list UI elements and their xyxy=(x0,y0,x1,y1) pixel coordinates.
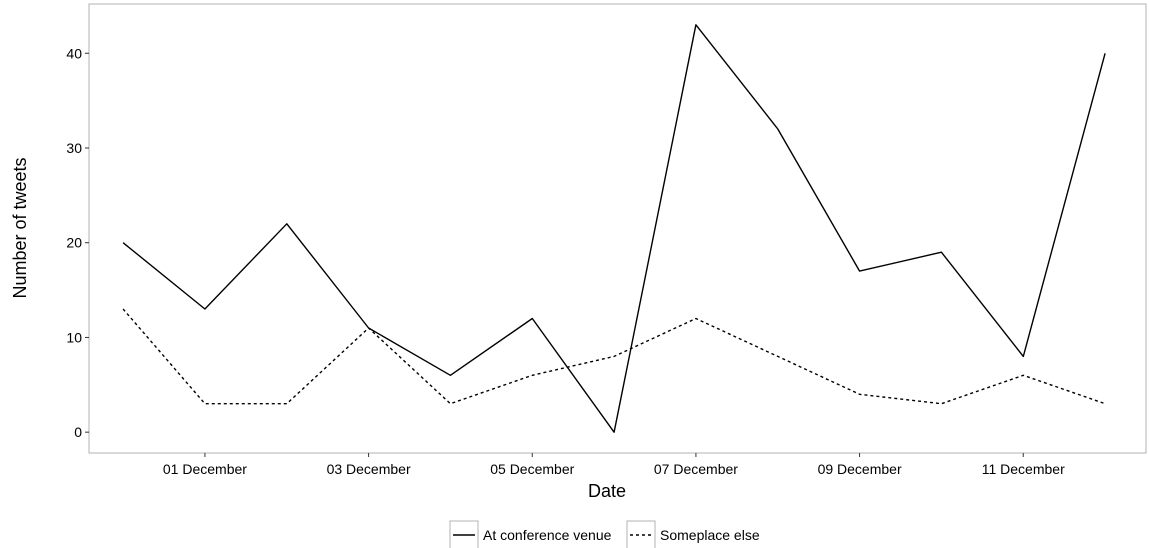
x-tick-label: 01 December xyxy=(163,461,247,477)
series-layer xyxy=(122,24,1106,433)
series-line-someplace-else xyxy=(122,308,1106,405)
y-tick-label: 30 xyxy=(66,140,82,156)
y-axis: 0 10 20 30 40 xyxy=(66,45,89,440)
x-tick-label: 11 December xyxy=(982,461,1065,477)
x-axis: 01 December 03 December 05 December 07 Dece… xyxy=(163,453,1065,477)
legend: At conference venue Someplace else xyxy=(449,520,760,548)
y-tick-label: 10 xyxy=(66,329,82,345)
x-axis-title: Date xyxy=(588,481,626,501)
y-tick-label: 40 xyxy=(66,45,82,61)
legend-label-series-1: At conference venue xyxy=(483,527,612,543)
y-tick-label: 20 xyxy=(66,235,82,251)
x-tick-label: 05 December xyxy=(490,461,574,477)
series-line-at-conference-venue xyxy=(122,24,1106,433)
x-tick-label: 07 December xyxy=(654,461,738,477)
x-tick-label: 03 December xyxy=(327,461,411,477)
legend-label-series-2: Someplace else xyxy=(660,527,760,543)
y-tick-label: 0 xyxy=(74,424,82,440)
x-tick-label: 09 December xyxy=(818,461,902,477)
y-axis-title: Number of tweets xyxy=(10,157,30,298)
plot-panel xyxy=(88,3,1147,454)
